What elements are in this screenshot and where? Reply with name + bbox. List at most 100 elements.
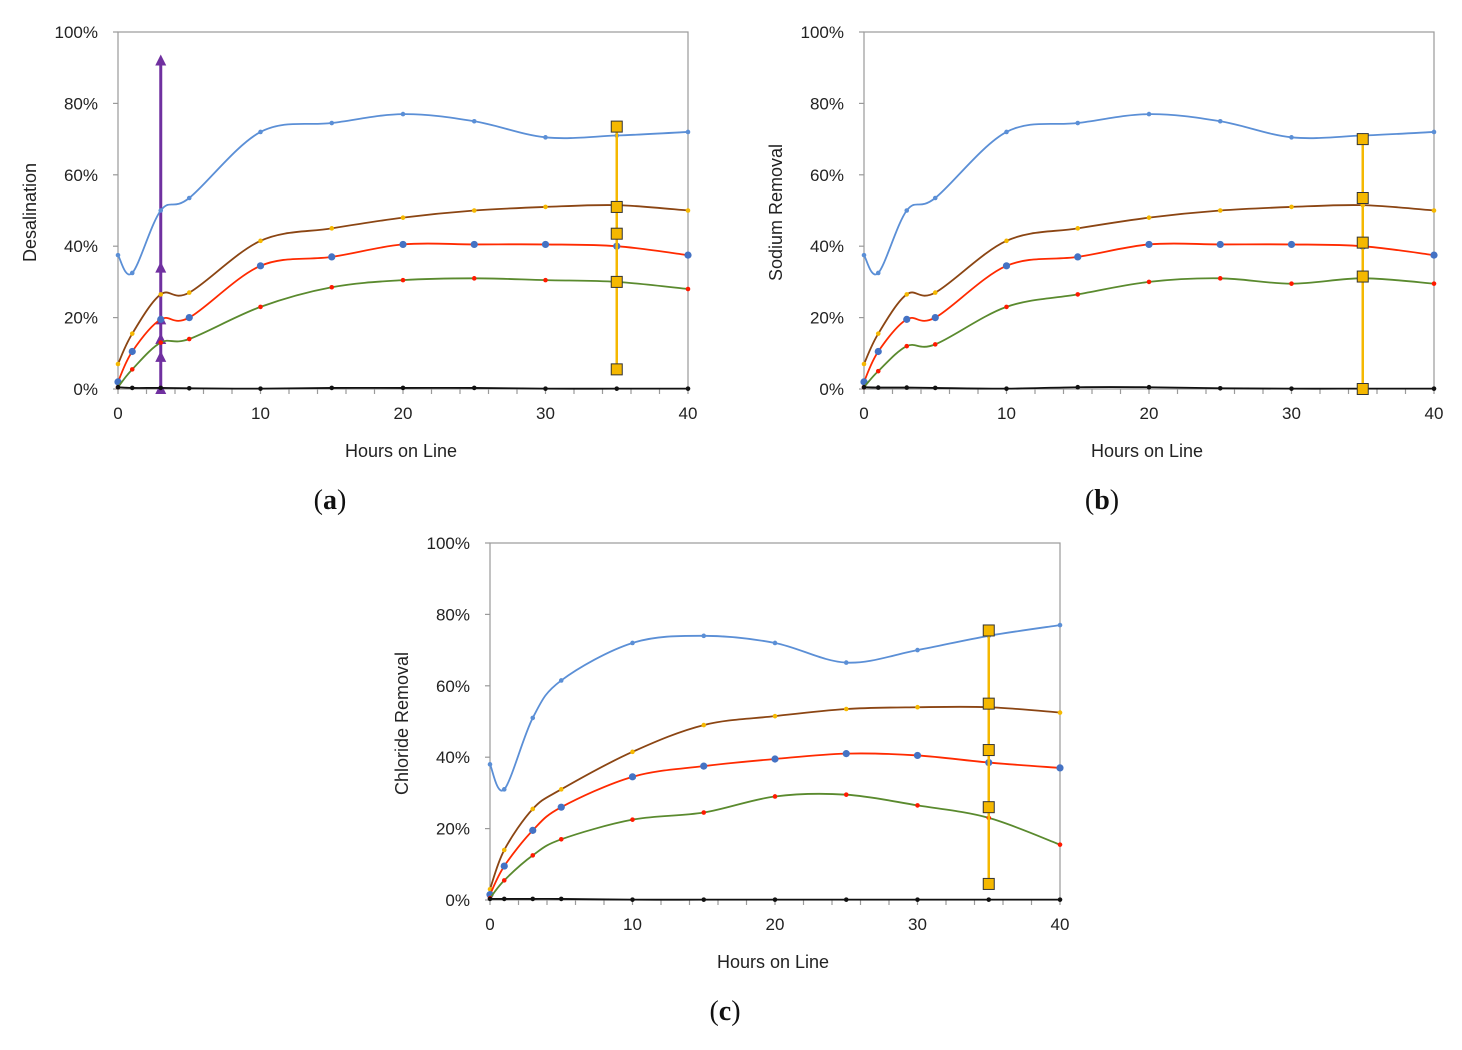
data-point-black	[471, 385, 477, 391]
data-point-red	[1430, 251, 1438, 259]
data-point-red	[529, 826, 537, 834]
data-point-red	[256, 262, 265, 270]
error-bar-square	[610, 120, 623, 133]
error-bar-square	[1356, 133, 1369, 146]
data-point-red	[913, 751, 922, 760]
error-bar-square	[982, 624, 995, 637]
y-tick-label: 80%	[436, 605, 470, 624]
caption-a-letter: a	[323, 485, 337, 516]
data-point-green	[543, 277, 548, 283]
y-tick-label: 60%	[436, 677, 470, 696]
data-point-red	[903, 315, 911, 323]
y-tick-label: 20%	[810, 309, 844, 328]
x-tick-label: 0	[113, 404, 122, 423]
data-point-black	[875, 385, 881, 390]
data-point-black	[158, 385, 164, 391]
data-point-black	[986, 897, 992, 902]
error-bar-square	[610, 275, 623, 288]
series-line-black	[490, 897, 1060, 901]
data-point-green	[530, 853, 536, 858]
data-point-red	[700, 762, 708, 770]
x-tick-label: 20	[1140, 404, 1159, 423]
error-bar-square	[982, 877, 995, 890]
series-line-black	[117, 386, 688, 390]
data-point-black	[487, 896, 493, 902]
data-point-green	[843, 792, 849, 797]
x-tick-label: 40	[679, 404, 698, 423]
error-bar-square	[610, 227, 623, 240]
plot-area	[489, 542, 1061, 901]
data-point-green	[1004, 304, 1009, 310]
data-point-blue	[487, 762, 493, 767]
data-point-blue	[904, 208, 910, 213]
data-point-blue	[115, 252, 121, 258]
data-point-brown	[685, 208, 691, 213]
y-tick-label: 0%	[73, 380, 98, 399]
data-point-black	[1431, 386, 1437, 391]
data-point-blue	[630, 640, 635, 646]
data-point-blue	[543, 135, 548, 140]
data-point-blue	[932, 195, 938, 201]
data-point-red	[931, 314, 939, 322]
x-tick-label: 40	[1425, 404, 1444, 423]
y-tick-label: 80%	[810, 94, 844, 113]
y-tick-label: 0%	[445, 891, 470, 910]
caption-c-letter: c	[718, 996, 732, 1027]
data-point-red	[1002, 262, 1011, 270]
series-line-green	[489, 792, 1061, 899]
data-point-brown	[530, 806, 536, 812]
data-point-green	[701, 810, 707, 815]
data-point-black	[1217, 385, 1223, 391]
data-point-black	[772, 897, 778, 902]
data-point-brown	[115, 361, 121, 367]
data-point-red	[541, 240, 550, 249]
data-point-black	[1057, 897, 1063, 902]
data-point-red	[157, 315, 165, 323]
x-tick-label: 40	[1051, 915, 1070, 934]
data-point-blue	[1057, 622, 1063, 628]
y-tick-label: 40%	[810, 237, 844, 256]
data-point-black	[861, 384, 867, 390]
y-tick-label: 100%	[801, 23, 844, 42]
y-tick-label: 100%	[55, 23, 98, 42]
data-point-blue	[772, 640, 778, 646]
x-axis-title: Hours on Line	[1091, 441, 1203, 461]
caption-b-letter: b	[1094, 485, 1110, 516]
data-point-green	[1057, 842, 1063, 847]
caption-b: (b)	[1084, 485, 1120, 516]
data-point-green	[400, 277, 406, 283]
data-point-brown	[1057, 710, 1063, 715]
x-tick-label: 0	[859, 404, 868, 423]
data-point-green	[685, 286, 691, 292]
x-tick-label: 20	[394, 404, 413, 423]
data-point-blue	[843, 660, 849, 665]
error-bar-square	[1356, 270, 1369, 283]
data-point-black	[115, 384, 121, 390]
data-point-black	[400, 385, 406, 391]
data-point-brown	[1431, 208, 1437, 213]
data-point-black	[614, 386, 620, 391]
error-bar-square	[982, 697, 995, 710]
data-point-brown	[630, 749, 635, 755]
y-axis-title: Chloride Removal	[392, 652, 412, 795]
x-tick-label: 30	[536, 404, 555, 423]
data-point-green	[158, 340, 164, 345]
data-point-brown	[129, 331, 135, 336]
y-tick-label: 100%	[427, 534, 470, 553]
data-point-blue	[329, 120, 335, 126]
data-point-black	[1075, 384, 1081, 390]
data-point-green	[1217, 276, 1223, 281]
data-point-red	[500, 862, 508, 870]
data-point-green	[932, 342, 938, 347]
data-point-blue	[1146, 111, 1152, 117]
data-point-brown	[158, 292, 164, 297]
data-point-brown	[1289, 204, 1294, 210]
data-point-blue	[501, 787, 507, 792]
y-tick-label: 60%	[64, 166, 98, 185]
x-tick-label: 10	[997, 404, 1016, 423]
data-point-blue	[186, 195, 192, 201]
data-point-red	[1056, 764, 1064, 772]
data-point-black	[1146, 384, 1152, 390]
data-point-green	[329, 284, 335, 290]
data-point-brown	[1004, 238, 1009, 244]
